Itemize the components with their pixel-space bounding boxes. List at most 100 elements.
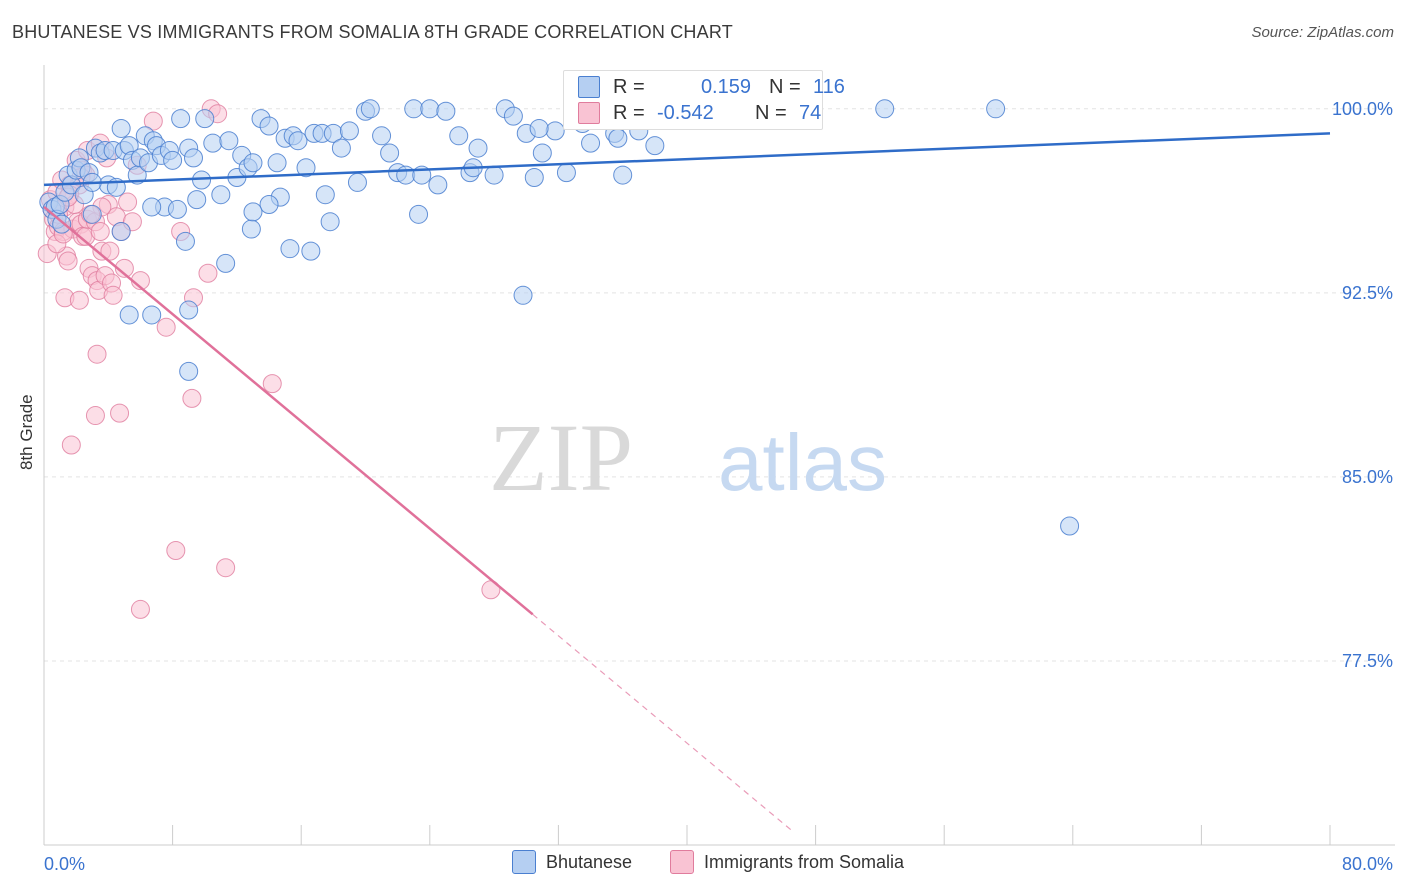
somalia-point [58, 251, 78, 271]
bhutanese-trend-line [43, 132, 1331, 187]
legend-swatch-pink [670, 850, 694, 874]
bhutanese-point [484, 165, 504, 185]
bhutanese-point [82, 204, 102, 224]
watermark: ZIP atlas [489, 404, 887, 511]
somalia-trend-line [43, 206, 534, 616]
n-label: N = [769, 75, 801, 98]
bhutanese-point [111, 118, 131, 138]
bhutanese-point [396, 165, 416, 185]
bhutanese-point [280, 239, 300, 259]
bhutanese-point [468, 138, 488, 158]
bhutanese-point [532, 143, 552, 163]
bhutanese-point [259, 116, 279, 136]
bhutanese-point [404, 99, 424, 119]
bhutanese-point [179, 361, 199, 381]
bhutanese-point [171, 109, 191, 129]
bhutanese-point [119, 305, 139, 325]
somalia-point [216, 558, 236, 578]
bhutanese-point [986, 99, 1006, 119]
legend-swatch-blue [512, 850, 536, 874]
bhutanese-point [420, 99, 440, 119]
bhutanese-point [331, 138, 351, 158]
somalia-point [85, 406, 105, 426]
blue-swatch [578, 76, 600, 98]
n-label: N = [755, 101, 787, 124]
bhutanese-point [875, 99, 895, 119]
bhutanese-point [320, 212, 340, 232]
somalia-point [103, 285, 123, 305]
legend-item-bhutanese[interactable]: Bhutanese [512, 850, 632, 874]
somalia-point [182, 388, 202, 408]
bhutanese-point [288, 131, 308, 151]
r-label: R = [613, 75, 645, 98]
x-tick-label-max: 80.0% [1342, 854, 1393, 874]
somalia-trend-extension [532, 613, 792, 831]
r-value: 0.159 [700, 75, 751, 98]
trend-lines [43, 132, 1331, 831]
bhutanese-point [449, 126, 469, 146]
bhutanese-point [142, 305, 162, 325]
watermark-zip: ZIP [489, 404, 633, 511]
bhutanese-point [503, 106, 523, 126]
bhutanese-point [175, 231, 195, 251]
bhutanese-point [513, 285, 533, 305]
bhutanese-point [195, 109, 215, 129]
bhutanese-point [296, 158, 316, 178]
bhutanese-point [645, 136, 665, 156]
bhutanese-point [428, 175, 448, 195]
n-value: 74 [799, 101, 822, 124]
bhutanese-point [339, 121, 359, 141]
bhutanese-point [372, 126, 392, 146]
bhutanese-point [409, 204, 429, 224]
bhutanese-point [436, 101, 456, 121]
bhutanese-point [315, 185, 335, 205]
bhutanese-point [608, 128, 628, 148]
r-label: R = [613, 101, 645, 124]
bhutanese-point [111, 222, 131, 242]
somalia-point [143, 111, 163, 131]
watermark-atlas: atlas [718, 418, 887, 507]
legend-item-somalia[interactable]: Immigrants from Somalia [670, 850, 904, 874]
bhutanese-point [1060, 516, 1080, 536]
bhutanese-point [301, 241, 321, 261]
y-axis-label: 8th Grade [17, 394, 36, 470]
source-label: Source: ZipAtlas.com [1251, 24, 1394, 41]
bhutanese-point [259, 195, 279, 215]
bhutanese-point [163, 150, 183, 170]
bhutanese-point [581, 133, 601, 153]
bhutanese-point [347, 172, 367, 192]
bhutanese-point [167, 199, 187, 219]
series-bhutanese-points [39, 99, 1080, 536]
bhutanese-point [613, 165, 633, 185]
bhutanese-point [380, 143, 400, 163]
bhutanese-point [216, 253, 236, 273]
bhutanese-point [211, 185, 231, 205]
bhutanese-point [556, 163, 576, 183]
gridlines [44, 108, 1395, 662]
legend-label-bhutanese: Bhutanese [546, 851, 633, 872]
n-value: 116 [813, 75, 845, 98]
bhutanese-point [219, 131, 239, 151]
bhutanese-point [524, 168, 544, 188]
bhutanese-point [52, 214, 72, 234]
tick-labels: 77.5% 85.0% 92.5% 100.0% 0.0% 80.0% [44, 99, 1393, 874]
somalia-point [110, 403, 130, 423]
somalia-point [118, 192, 138, 212]
legend: Bhutanese Immigrants from Somalia [0, 850, 1406, 878]
y-tick-label: 100.0% [1332, 99, 1393, 119]
bhutanese-point [142, 197, 162, 217]
stats-row-somalia: R = -0.542 N = 74 [578, 101, 821, 125]
y-tick-label: 85.0% [1342, 467, 1393, 487]
bhutanese-point [529, 118, 549, 138]
r-value: -0.542 [657, 101, 714, 124]
somalia-point [130, 599, 150, 619]
pink-swatch [578, 102, 600, 124]
somalia-point [166, 541, 186, 561]
bhutanese-point [243, 202, 263, 222]
bhutanese-point [187, 190, 207, 210]
stats-box: R = 0.159 N = 116 R = -0.542 N = 74 [563, 70, 845, 130]
somalia-point [69, 290, 89, 310]
somalia-point [114, 258, 134, 278]
legend-label-somalia: Immigrants from Somalia [704, 851, 905, 872]
